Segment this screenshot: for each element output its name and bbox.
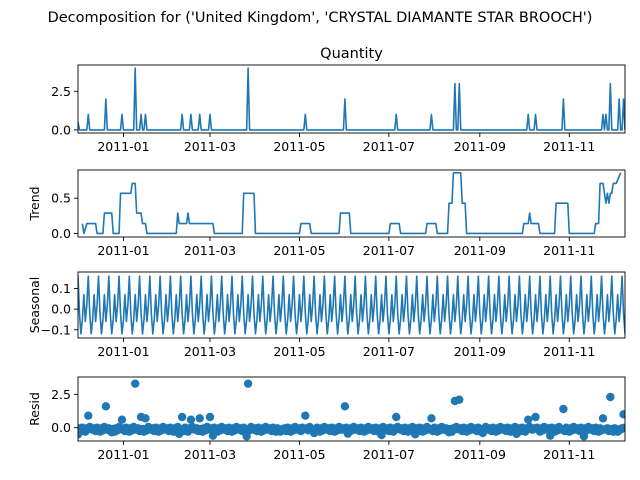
resid-outlier-point-155 bbox=[301, 411, 310, 420]
resid-outlier-point-182 bbox=[340, 402, 350, 411]
trend-xtick-label-4: 2011-09 bbox=[454, 243, 506, 258]
figure-suptitle: Decomposition for ('United Kingdom', 'CR… bbox=[48, 10, 593, 26]
trend-xtick-label-1: 2011-03 bbox=[184, 243, 236, 258]
quantity-xtick-label-5: 2011-11 bbox=[543, 139, 595, 154]
trend-ylabel: Trend bbox=[27, 186, 42, 221]
trend-xtick-label-5: 2011-11 bbox=[543, 243, 595, 258]
panels-container: Quantity 2011-01 2011-03 2011-05 2011-07 2011… bbox=[27, 46, 626, 462]
resid-outlier-point-363 bbox=[606, 392, 615, 402]
resid-outlier-point-77 bbox=[186, 415, 196, 424]
seasonal-ytick-label-0: −0.1 bbox=[41, 322, 71, 337]
quantity-xtick-label-4: 2011-09 bbox=[454, 139, 506, 154]
trend-xtick-label-3: 2011-07 bbox=[363, 243, 415, 258]
resid-plot-area bbox=[78, 379, 625, 441]
resid-outlier-point-90 bbox=[205, 412, 215, 422]
resid-outlier-point-19 bbox=[101, 402, 111, 411]
resid-axes-frame bbox=[77, 376, 626, 442]
resid-outlier-point-71 bbox=[177, 412, 187, 422]
resid-ylabel: Resid bbox=[27, 392, 42, 426]
resid-xtick-label-5: 2011-11 bbox=[543, 447, 595, 462]
seasonal-ytick-label-2: 0.1 bbox=[51, 281, 71, 296]
resid-outlier-point-7 bbox=[84, 411, 93, 420]
resid-outlier-point-83 bbox=[195, 414, 204, 423]
quantity-plot-area bbox=[78, 67, 625, 131]
seasonal-xtick-label-2: 2011-05 bbox=[273, 344, 325, 359]
seasonal-ylabel: Seasonal bbox=[27, 277, 42, 334]
quantity-series-line bbox=[78, 67, 625, 131]
seasonal-ytick-label-1: 0.0 bbox=[51, 302, 71, 317]
resid-resid-point-373 bbox=[620, 423, 625, 432]
quantity-panel: Quantity 2011-01 2011-03 2011-05 2011-07 2011… bbox=[51, 46, 626, 154]
resid-panel: Resid 2011-01 2011-03 2011-05 2011-07 2011-09… bbox=[27, 376, 626, 462]
resid-xtick-label-3: 2011-07 bbox=[363, 447, 415, 462]
seasonal-xtick-label-5: 2011-11 bbox=[543, 344, 595, 359]
resid-xtick-label-0: 2011-01 bbox=[97, 447, 149, 462]
resid-xtick-label-2: 2011-05 bbox=[273, 447, 325, 462]
resid-ytick-label-1: 2.5 bbox=[51, 387, 71, 402]
seasonal-xtick-label-4: 2011-09 bbox=[454, 344, 506, 359]
quantity-axes-frame bbox=[77, 64, 626, 134]
resid-outlier-point-260 bbox=[455, 395, 464, 404]
trend-axes-frame bbox=[77, 169, 626, 238]
trend-xtick-label-0: 2011-01 bbox=[97, 243, 149, 258]
trend-panel: Trend 2011-01 2011-03 2011-05 2011-07 2011-09… bbox=[27, 169, 626, 258]
resid-outlier-point-372 bbox=[619, 410, 625, 419]
quantity-xtick-label-3: 2011-07 bbox=[363, 139, 415, 154]
trend-xtick-label-2: 2011-05 bbox=[273, 243, 325, 258]
trend-plot-area bbox=[81, 172, 622, 235]
seasonal-xtick-label-1: 2011-03 bbox=[184, 344, 236, 359]
seasonal-axes-frame bbox=[77, 271, 626, 339]
quantity-ytick-label-1: 2.5 bbox=[51, 84, 71, 99]
resid-outlier-point-331 bbox=[559, 404, 568, 414]
seasonal-plot-area bbox=[78, 275, 625, 335]
quantity-ytick-label-0: 0.0 bbox=[51, 122, 71, 137]
resid-xtick-label-4: 2011-09 bbox=[454, 447, 506, 462]
seasonal-series-line bbox=[78, 275, 625, 335]
seasonal-xtick-label-3: 2011-07 bbox=[363, 344, 415, 359]
resid-outlier-point-39 bbox=[130, 379, 140, 388]
quantity-xtick-label-0: 2011-01 bbox=[97, 139, 149, 154]
resid-xtick-label-1: 2011-03 bbox=[184, 447, 236, 462]
seasonal-panel: Seasonal 2011-01 2011-03 2011-05 2011-07 2011… bbox=[27, 271, 626, 359]
quantity-xtick-label-2: 2011-05 bbox=[273, 139, 325, 154]
seasonal-xtick-label-0: 2011-01 bbox=[97, 344, 149, 359]
quantity-xtick-label-1: 2011-03 bbox=[184, 139, 236, 154]
resid-outlier-point-116 bbox=[243, 379, 253, 388]
resid-outlier-point-312 bbox=[531, 412, 540, 422]
resid-outlier-point-46 bbox=[141, 414, 150, 423]
resid-outlier-point-30 bbox=[117, 415, 127, 424]
resid-outlier-point-217 bbox=[392, 412, 401, 422]
trend-ytick-label-0: 0.0 bbox=[51, 226, 71, 241]
quantity-title: Quantity bbox=[320, 46, 383, 62]
resid-outlier-point-358 bbox=[598, 414, 608, 423]
trend-series-line bbox=[81, 172, 622, 235]
trend-ytick-label-1: 0.5 bbox=[51, 191, 71, 206]
resid-outlier-point-241 bbox=[427, 414, 436, 423]
resid-ytick-label-0: 0.0 bbox=[51, 420, 71, 435]
resid-outlier-point-307 bbox=[524, 415, 533, 424]
